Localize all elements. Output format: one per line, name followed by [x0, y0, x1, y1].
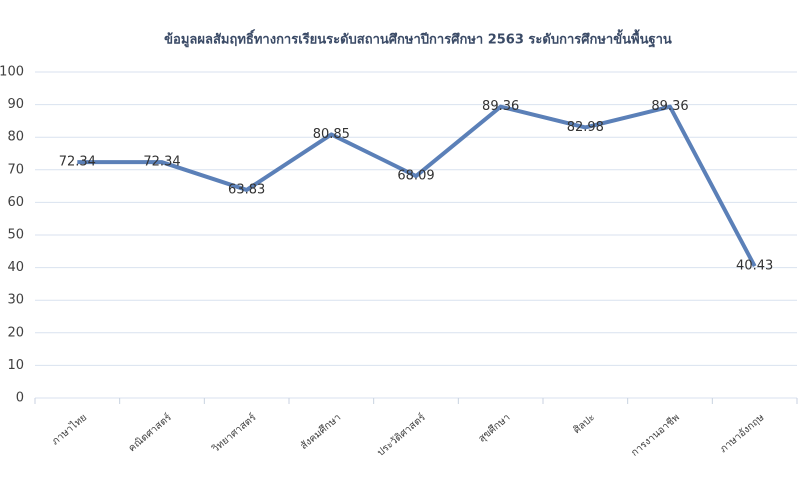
chart-title: ข้อมูลผลสัมฤทธิ์ทางการเรียนระดับสถานศึกษ…	[164, 29, 672, 49]
y-tick-label: 80	[7, 130, 24, 145]
x-tick-label: ภาษาไทย	[49, 411, 89, 447]
x-tick-label: สังคมศึกษา	[298, 411, 343, 452]
y-tick-label: 40	[7, 260, 24, 275]
data-label: 68.09	[397, 169, 434, 184]
x-tick-label: คณิตศาสตร์	[126, 411, 174, 454]
line	[77, 104, 757, 268]
data-label: 80.85	[313, 127, 350, 142]
data-label: 89.36	[651, 99, 688, 114]
y-tick-label: 0	[16, 391, 24, 406]
y-tick-label: 100	[0, 65, 24, 80]
data-label: 72.34	[143, 155, 180, 170]
y-tick-label: 90	[7, 97, 24, 112]
data-label: 82.98	[567, 120, 604, 135]
y-tick-label: 60	[7, 195, 24, 210]
y-tick-label: 20	[7, 325, 24, 340]
y-tick-label: 30	[7, 293, 24, 308]
data-label: 40.43	[736, 259, 773, 274]
x-tick-label: ศิลปะ	[572, 412, 598, 436]
data-label: 72.34	[59, 155, 96, 170]
data-label: 89.36	[482, 99, 519, 114]
x-tick-label: สุขศึกษา	[476, 411, 512, 444]
y-tick-label: 50	[7, 228, 24, 243]
x-tick-label: วิทยาศาสตร์	[209, 411, 259, 455]
data-label: 63.83	[228, 182, 265, 197]
x-tick-label: ประวัติศาสตร์	[375, 411, 428, 459]
x-tick-label: ภาษาอังกฤษ	[718, 412, 767, 455]
y-tick-label: 10	[7, 358, 24, 373]
y-tick-label: 70	[7, 162, 24, 177]
x-tick-label: การงานอาชีพ	[629, 411, 682, 458]
